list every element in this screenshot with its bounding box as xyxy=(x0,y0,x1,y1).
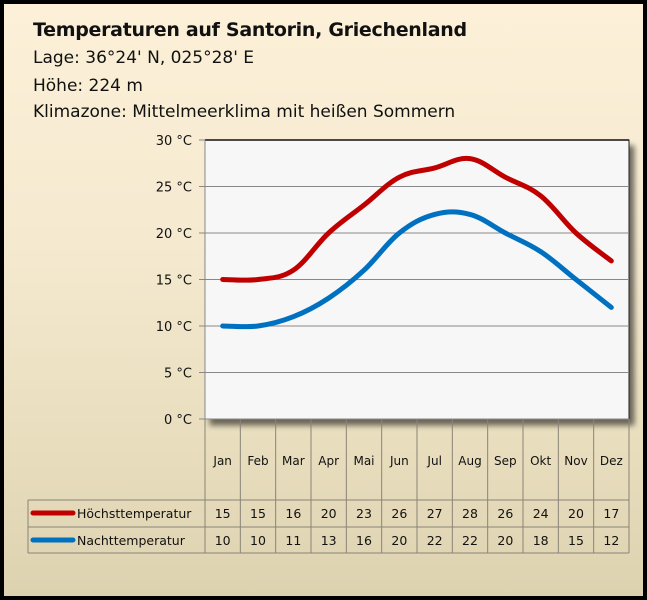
table-value: 10 xyxy=(215,533,231,548)
y-tick-label: 5 °C xyxy=(164,367,192,382)
table-value: 16 xyxy=(285,506,301,521)
x-tick-label: Dez xyxy=(600,454,623,468)
y-tick-label: 10 °C xyxy=(156,320,192,335)
x-tick-label: Mai xyxy=(353,454,374,468)
table-value: 26 xyxy=(497,506,513,521)
table-value: 15 xyxy=(215,506,231,521)
table-value: 22 xyxy=(462,533,478,548)
x-tick-label: Okt xyxy=(530,454,551,468)
location-text: Lage: 36°24' N, 025°28' E xyxy=(33,48,255,68)
table-value: 27 xyxy=(427,506,443,521)
table-value: 24 xyxy=(533,506,549,521)
table-value: 18 xyxy=(533,533,549,548)
x-tick-label: Apr xyxy=(318,454,339,468)
legend-label: Nachttemperatur xyxy=(77,533,186,548)
x-tick-label: Nov xyxy=(564,454,587,468)
table-value: 20 xyxy=(391,533,407,548)
table-value: 11 xyxy=(285,533,301,548)
series-line-hoechsttemperatur xyxy=(220,155,614,283)
table-value: 12 xyxy=(603,533,619,548)
y-tick-label: 20 °C xyxy=(156,227,192,242)
table-value: 17 xyxy=(603,506,619,521)
x-tick-label: Mar xyxy=(282,454,305,468)
table-value: 22 xyxy=(427,533,443,548)
series-line-nachttemperatur xyxy=(220,209,614,330)
table-value: 20 xyxy=(321,506,337,521)
table-value: 23 xyxy=(356,506,372,521)
x-tick-label: Jan xyxy=(212,454,232,468)
table-value: 15 xyxy=(568,533,584,548)
table-value: 20 xyxy=(497,533,513,548)
y-tick-label: 15 °C xyxy=(156,274,192,289)
y-tick-label: 25 °C xyxy=(156,181,192,196)
legend-label: Höchsttemperatur xyxy=(77,506,192,521)
table-value: 16 xyxy=(356,533,372,548)
table-value: 26 xyxy=(391,506,407,521)
elevation-text: Höhe: 224 m xyxy=(33,76,143,96)
table-value: 15 xyxy=(250,506,266,521)
chart-title: Temperaturen auf Santorin, Griechenland xyxy=(33,19,467,41)
x-tick-label: Jun xyxy=(389,454,409,468)
x-tick-label: Jul xyxy=(426,454,441,468)
x-tick-label: Feb xyxy=(247,454,268,468)
table-value: 20 xyxy=(568,506,584,521)
y-tick-label: 0 °C xyxy=(164,413,192,428)
x-tick-label: Sep xyxy=(494,454,517,468)
table-value: 28 xyxy=(462,506,478,521)
x-tick-label: Aug xyxy=(458,454,481,468)
climate-zone-text: Klimazone: Mittelmeerklima mit heißen So… xyxy=(33,102,456,122)
table-value: 10 xyxy=(250,533,266,548)
table-value: 13 xyxy=(321,533,337,548)
y-tick-label: 30 °C xyxy=(156,134,192,149)
